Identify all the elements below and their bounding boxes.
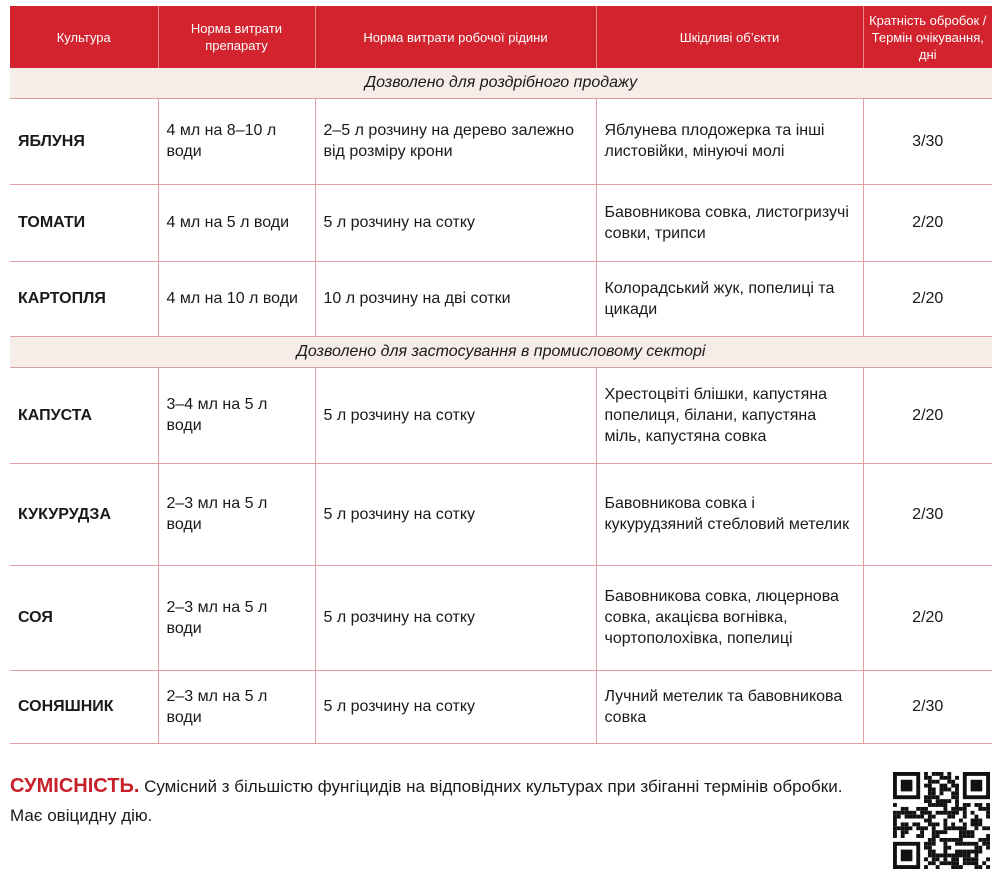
liquid-cell: 5 л розчину на сотку	[314, 463, 596, 566]
pesticide-table: Культура Норма витрати препарату Норма в…	[10, 6, 992, 744]
table-header: Культура Норма витрати препарату Норма в…	[10, 6, 992, 68]
dose-cell: 4 мл на 10 л води	[157, 261, 315, 337]
frequency-cell: 2/20	[862, 565, 992, 671]
crop-cell: ТОМАТИ	[10, 184, 158, 262]
table-row: СОНЯШНИК 2–3 мл на 5 л води 5 л розчину на…	[10, 670, 992, 744]
pests-cell: Бавовникова совка, люцернова совка, акац…	[595, 565, 863, 671]
pests-cell: Колорадський жук, попелиці та цикади	[595, 261, 863, 337]
crop-cell: КУКУРУДЗА	[10, 463, 158, 566]
dose-cell: 2–3 мл на 5 л води	[157, 670, 315, 744]
header-dose: Норма витрати препарату	[157, 6, 315, 68]
compatibility-text: Сумісний з більшістю фунгіцидів на відпо…	[10, 777, 843, 825]
table-row: ЯБЛУНЯ 4 мл на 8–10 л води 2–5 л розчину н…	[10, 98, 992, 185]
table-row: СОЯ 2–3 мл на 5 л води 5 л розчину на сотк…	[10, 565, 992, 671]
pests-cell: Лучний метелик та бавовникова совка	[595, 670, 863, 744]
frequency-cell: 2/30	[862, 670, 992, 744]
dose-cell: 3–4 мл на 5 л води	[157, 367, 315, 464]
frequency-cell: 2/20	[862, 184, 992, 262]
crop-cell: КАРТОПЛЯ	[10, 261, 158, 337]
table-row: КАРТОПЛЯ 4 мл на 10 л води 10 л розчину на…	[10, 261, 992, 337]
dose-cell: 4 мл на 5 л води	[157, 184, 315, 262]
dose-cell: 4 мл на 8–10 л води	[157, 98, 315, 185]
liquid-cell: 2–5 л розчину на дерево залежно від розм…	[314, 98, 596, 185]
liquid-cell: 10 л розчину на дві сотки	[314, 261, 596, 337]
crop-cell: СОЯ	[10, 565, 158, 671]
frequency-cell: 3/30	[862, 98, 992, 185]
header-crop: Культура	[10, 6, 158, 68]
header-liquid: Норма витрати робочої рідини	[314, 6, 596, 68]
pests-cell: Яблунева плодожерка та інші листовійки, …	[595, 98, 863, 185]
frequency-cell: 2/20	[862, 261, 992, 337]
liquid-cell: 5 л розчину на сотку	[314, 670, 596, 744]
table-row: ТОМАТИ 4 мл на 5 л води 5 л розчину на сот…	[10, 184, 992, 262]
header-pests: Шкідливі об’єкти	[595, 6, 863, 68]
section-row: Дозволено для роздрібного продажу	[10, 68, 992, 99]
crop-cell: КАПУСТА	[10, 367, 158, 464]
header-frequency: Кратність обробок / Термін очікування, д…	[862, 6, 992, 68]
table-row: КУКУРУДЗА 2–3 мл на 5 л води 5 л розчину н…	[10, 463, 992, 566]
frequency-cell: 2/20	[862, 367, 992, 464]
compatibility-title: СУМІСНІСТЬ.	[10, 775, 140, 797]
crop-cell: СОНЯШНИК	[10, 670, 158, 744]
frequency-cell: 2/30	[862, 463, 992, 566]
compatibility-note: СУМІСНІСТЬ. Сумісний з більшістю фунгіци…	[10, 772, 860, 830]
crop-cell: ЯБЛУНЯ	[10, 98, 158, 185]
qr-code[interactable]	[893, 772, 990, 869]
table-row: КАПУСТА 3–4 мл на 5 л води 5 л розчину на …	[10, 367, 992, 464]
pests-cell: Бавовникова совка, листогризучі совки, т…	[595, 184, 863, 262]
liquid-cell: 5 л розчину на сотку	[314, 565, 596, 671]
section-row: Дозволено для застосування в промисловом…	[10, 336, 992, 368]
dose-cell: 2–3 мл на 5 л води	[157, 463, 315, 566]
pests-cell: Хрестоцвіті блішки, капустяна попелиця, …	[595, 367, 863, 464]
section-title: Дозволено для роздрібного продажу	[10, 68, 992, 99]
pests-cell: Бавовникова совка і кукурудзяний стеблов…	[595, 463, 863, 566]
liquid-cell: 5 л розчину на сотку	[314, 184, 596, 262]
liquid-cell: 5 л розчину на сотку	[314, 367, 596, 464]
section-title: Дозволено для застосування в промисловом…	[10, 336, 992, 368]
dose-cell: 2–3 мл на 5 л води	[157, 565, 315, 671]
